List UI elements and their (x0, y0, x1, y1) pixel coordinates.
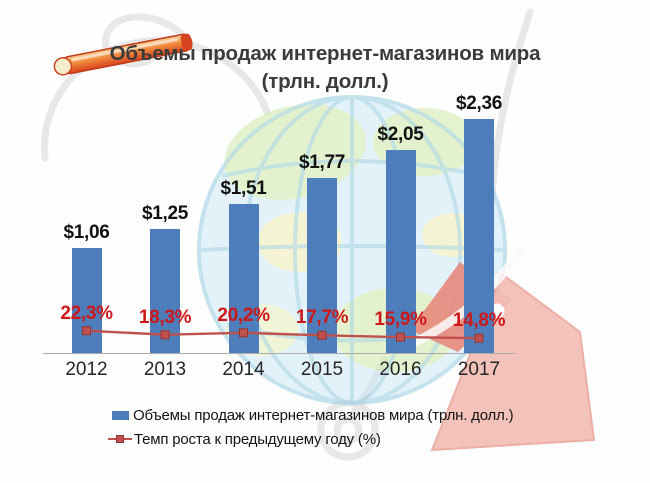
legend-item-sales: Объемы продаж интернет-магазинов мира (т… (108, 404, 514, 426)
growth-line (86, 329, 480, 340)
growth-rate-label: 22,3% (60, 302, 113, 324)
bar-value-label: $1,51 (220, 178, 267, 199)
x-axis-label: 2016 (379, 359, 422, 380)
legend-label-growth: Темп роста к предыдущему году (%) (134, 430, 381, 448)
growth-rate-label: 17,7% (295, 307, 349, 329)
growth-rate-label: 20,2% (217, 304, 270, 326)
growth-rate-label: 18,3% (138, 306, 192, 328)
bar-value-label: $1,06 (63, 222, 110, 243)
x-axis-label: 2013 (143, 359, 187, 380)
legend-item-growth: Темп роста к предыдущему году (%) (108, 428, 513, 450)
bar-value-label: $2,36 (455, 93, 503, 114)
bar-series-swatch-icon (112, 410, 129, 420)
x-axis-line (43, 353, 516, 354)
chart-title-line2: (трлн. долл.) (261, 70, 389, 93)
x-axis-label: 2014 (222, 359, 265, 380)
growth-rate-label: 15,9% (374, 309, 427, 331)
bar (228, 204, 259, 353)
bar-value-label: $2,05 (377, 124, 424, 145)
growth-rate-label: 14,8% (452, 310, 506, 332)
bar (464, 119, 494, 353)
x-axis-label: 2017 (457, 359, 501, 380)
chart-title-line1: Объемы продаж интернет-магазинов мира (109, 42, 541, 65)
bar (71, 248, 102, 353)
x-axis-label: 2012 (65, 359, 108, 380)
bar (150, 229, 180, 353)
chart-legend: Объемы продаж интернет-магазинов мира (т… (108, 404, 514, 452)
bar (307, 178, 337, 353)
bar-value-label: $1,77 (298, 152, 346, 173)
line-series-swatch-icon (108, 434, 132, 444)
bar (385, 150, 416, 353)
x-axis-label: 2015 (300, 359, 344, 380)
bar-value-label: $1,25 (141, 203, 189, 224)
chart-title: Объемы продаж интернет-магазинов мира (т… (0, 40, 650, 96)
legend-label-sales: Объемы продаж интернет-магазинов мира (т… (133, 406, 514, 424)
